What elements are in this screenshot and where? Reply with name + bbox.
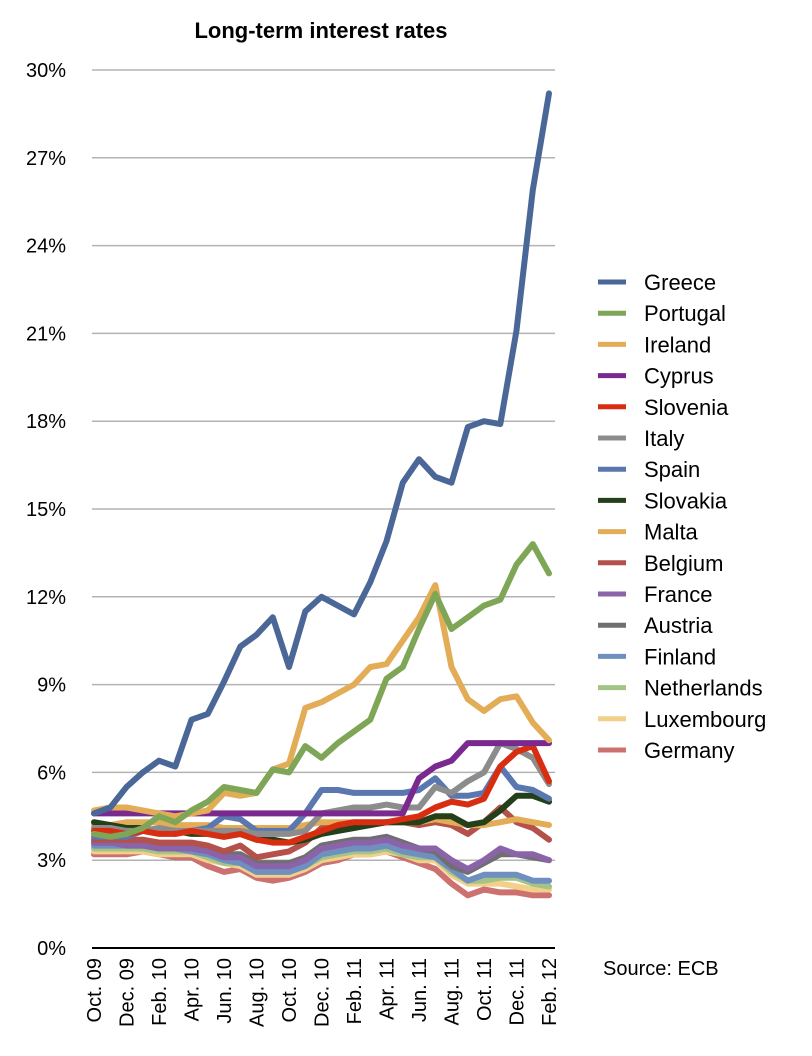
x-tick-label: Apr. 10: [182, 958, 204, 1021]
legend-label: Austria: [644, 613, 713, 638]
legend-label: Cyprus: [644, 364, 714, 389]
legend-label: Spain: [644, 457, 700, 482]
x-tick-label: Apr. 11: [377, 958, 399, 1020]
y-tick-label: 15%: [26, 499, 66, 521]
series-lines: [91, 90, 552, 899]
y-tick-label: 27%: [26, 148, 66, 170]
series-line-portugal: [91, 541, 552, 840]
legend-label: Belgium: [644, 551, 723, 576]
x-tick-label: Dec. 09: [117, 958, 139, 1027]
series-line-greece: [91, 90, 552, 817]
x-tick-label: Feb. 12: [539, 958, 561, 1026]
series-line-france: [91, 836, 552, 872]
legend-label: Portugal: [644, 301, 726, 326]
x-tick-label: Jun. 10: [214, 958, 236, 1024]
y-tick-label: 0%: [37, 938, 66, 960]
x-tick-label: Feb. 10: [149, 958, 171, 1026]
x-tick-label: Dec. 10: [312, 958, 334, 1027]
y-tick-label: 12%: [26, 587, 66, 609]
gridlines: [92, 69, 555, 861]
legend-label: Luxembourg: [644, 707, 766, 732]
x-tick-label: Feb. 11: [344, 958, 366, 1024]
chart-title: Long-term interest rates: [194, 18, 447, 43]
legend-label: Slovenia: [644, 395, 729, 420]
legend-label: Netherlands: [644, 676, 763, 701]
x-tick-label: Oct. 11: [474, 958, 496, 1021]
y-tick-label: 30%: [26, 60, 66, 82]
legend: Greece Portugal Ireland Cyprus Slovenia Italy…: [598, 270, 766, 763]
x-tick-label: Dec. 11: [507, 958, 529, 1025]
y-tick-label: 24%: [26, 236, 66, 258]
source-note: Source: ECB: [603, 958, 719, 980]
legend-label: Slovakia: [644, 488, 728, 513]
legend-label: Greece: [644, 270, 716, 295]
legend-label: France: [644, 582, 712, 607]
x-tick-label: Jun. 11: [409, 958, 431, 1022]
x-tick-label: Oct. 09: [84, 958, 106, 1022]
y-tick-label: 21%: [26, 323, 66, 345]
y-tick-label: 6%: [37, 762, 66, 784]
x-tick-label: Aug. 10: [247, 958, 269, 1027]
series-line-slovenia: [91, 743, 552, 846]
legend-label: Malta: [644, 520, 699, 545]
y-tick-label: 9%: [37, 675, 66, 697]
x-tick-label: Oct. 10: [279, 958, 301, 1022]
y-tick-label: 18%: [26, 411, 66, 433]
x-tick-label: Aug. 11: [442, 958, 464, 1025]
legend-label: Finland: [644, 644, 716, 669]
y-axis-ticks: 0% 3% 6% 9% 12% 15% 18% 21% 24% 27% 30%: [26, 60, 66, 960]
series-line-ireland: [91, 582, 552, 820]
legend-label: Germany: [644, 738, 734, 763]
legend-label: Ireland: [644, 332, 711, 357]
legend-label: Italy: [644, 426, 684, 451]
y-tick-label: 3%: [37, 850, 66, 872]
x-axis-ticks: Oct. 09 Dec. 09 Feb. 10 Apr. 10 Jun. 10 Aug. …: [84, 958, 561, 1027]
